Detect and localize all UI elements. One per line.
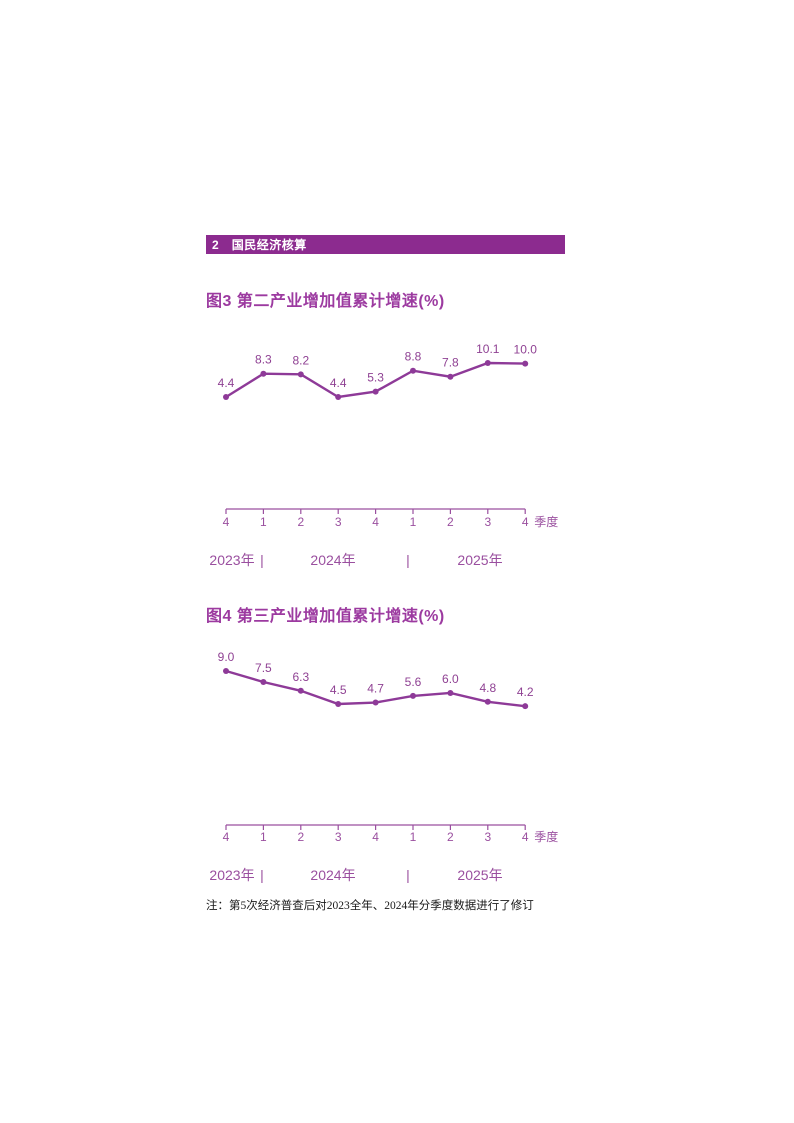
year-separator: | (260, 552, 264, 568)
x-axis-unit-label: 季度 (534, 514, 558, 529)
quarter-label: 4 (522, 830, 529, 844)
data-point (260, 678, 267, 685)
data-point (297, 371, 304, 378)
quarter-label: 4 (223, 515, 230, 529)
data-point-label: 6.0 (442, 672, 459, 686)
figure3-chart-svg: 4.4 8.3 8.2 4.4 5.3 8.8 7.8 10.1 10.0 4 1 2 3 4 1 2 3 4 季度… (209, 342, 558, 568)
data-point (522, 360, 529, 367)
quarter-label: 2 (447, 515, 454, 529)
quarter-label: 3 (335, 830, 342, 844)
data-point-label: 4.8 (479, 681, 496, 695)
figure4-title: 图4 第三产业增加值累计增速(%) (206, 608, 445, 625)
data-point-label: 8.3 (255, 353, 272, 367)
data-point-label: 7.8 (442, 356, 459, 370)
year-label: 2025年 (457, 867, 502, 883)
data-point-label: 4.5 (330, 683, 347, 697)
data-point (372, 388, 379, 395)
data-point-label: 10.1 (476, 342, 500, 356)
data-point (297, 687, 304, 694)
x-axis-unit-label: 季度 (534, 829, 558, 844)
quarter-label: 3 (484, 830, 491, 844)
data-point-label: 5.6 (405, 675, 422, 689)
data-point (447, 689, 454, 696)
quarter-label: 4 (372, 830, 379, 844)
quarter-label: 4 (522, 515, 529, 529)
data-point-label: 5.3 (367, 371, 384, 385)
quarter-label: 3 (484, 515, 491, 529)
year-label: 2023年 (209, 552, 254, 568)
quarter-label: 4 (223, 830, 230, 844)
data-point-label: 4.4 (330, 376, 347, 390)
data-point (372, 699, 379, 706)
data-point-label: 6.3 (292, 670, 309, 684)
figure4-chart-svg: 9.0 7.5 6.3 4.5 4.7 5.6 6.0 4.8 4.2 4 1 2 3 4 1 2 3 4 季度 20… (209, 650, 558, 883)
data-point-label: 8.2 (292, 353, 309, 367)
data-point (484, 698, 491, 705)
data-point (223, 393, 229, 400)
revision-footnote: 注：第5次经济普查后对2023全年、2024年分季度数据进行了修订 (206, 900, 534, 912)
data-point (335, 393, 342, 400)
figure3-chart: 4.4 8.3 8.2 4.4 5.3 8.8 7.8 10.1 10.0 4 1 2 3 4 1 2 3 4 季度… (200, 330, 594, 582)
data-point (260, 370, 267, 377)
data-point-label: 9.0 (218, 650, 235, 664)
year-label: 2024年 (310, 867, 355, 883)
data-point-label: 7.5 (255, 661, 272, 675)
data-point-label: 4.2 (517, 685, 534, 699)
year-separator: | (406, 867, 410, 883)
quarter-label: 2 (447, 830, 454, 844)
data-point-label: 8.8 (405, 350, 422, 364)
section-header-bar: 2 国民经济核算 (206, 235, 565, 254)
section-title: 国民经济核算 (231, 238, 307, 252)
year-label: 2025年 (457, 552, 502, 568)
year-separator: | (260, 867, 264, 883)
quarter-label: 3 (335, 515, 342, 529)
data-point (223, 668, 229, 674)
quarter-label: 1 (410, 830, 417, 844)
section-number: 2 (212, 237, 219, 252)
data-point (447, 373, 454, 380)
quarter-label: 4 (372, 515, 379, 529)
data-point (410, 367, 416, 374)
data-point-label: 4.4 (218, 376, 235, 390)
figure4-chart: 9.0 7.5 6.3 4.5 4.7 5.6 6.0 4.8 4.2 4 1 2 3 4 1 2 3 4 季度 20… (200, 645, 594, 897)
data-point (335, 700, 342, 707)
year-separator: | (406, 552, 410, 568)
figure3-title: 图3 第二产业增加值累计增速(%) (206, 293, 445, 310)
quarter-label: 2 (297, 515, 304, 529)
data-point-label: 4.7 (367, 682, 384, 696)
quarter-label: 2 (297, 830, 304, 844)
data-point (410, 692, 416, 699)
year-label: 2023年 (209, 867, 254, 883)
quarter-label: 1 (260, 515, 267, 529)
data-point (522, 703, 529, 710)
data-point-label: 10.0 (514, 343, 538, 357)
data-point (484, 360, 491, 366)
year-label: 2024年 (310, 552, 355, 568)
quarter-label: 1 (410, 515, 417, 529)
quarter-label: 1 (260, 830, 267, 844)
